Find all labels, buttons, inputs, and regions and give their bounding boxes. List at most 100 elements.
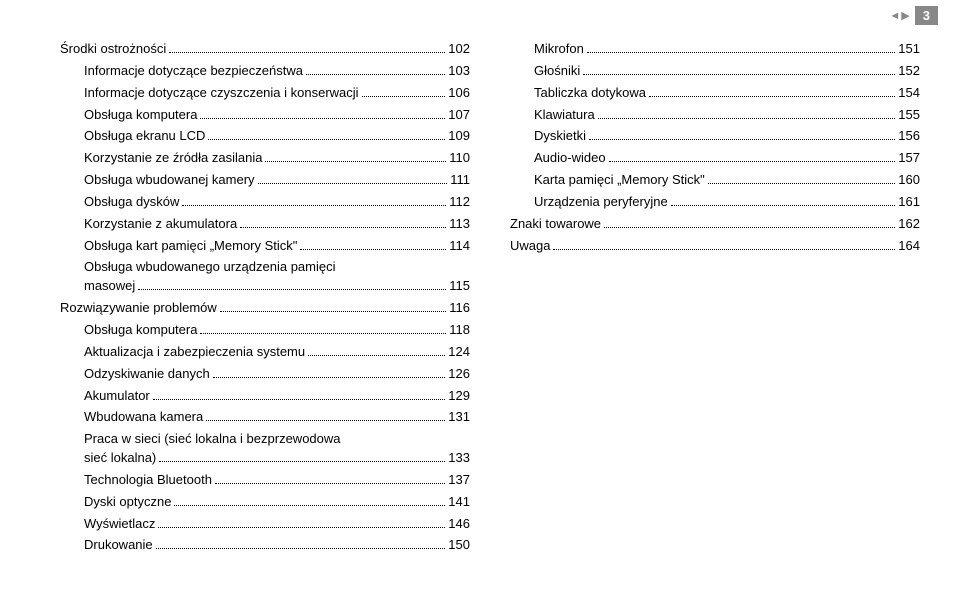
- toc-entry-label: Wyświetlacz: [84, 515, 155, 534]
- toc-dots: [169, 52, 445, 53]
- toc-entry: Środki ostrożności102: [60, 40, 470, 59]
- toc-dots: [200, 333, 446, 334]
- toc-entry-label: Praca w sieci (sieć lokalna i bezprzewod…: [60, 430, 470, 449]
- toc-entry-label: Mikrofon: [534, 40, 584, 59]
- toc-entry: Znaki towarowe162: [510, 215, 920, 234]
- toc-dots: [583, 74, 895, 75]
- toc-dots: [258, 183, 448, 184]
- toc-entry-label: Obsługa dysków: [84, 193, 179, 212]
- toc-dots: [598, 118, 896, 119]
- toc-entry: Technologia Bluetooth 137: [60, 471, 470, 490]
- toc-entry: Głośniki152: [510, 62, 920, 81]
- toc-entry: Aktualizacja i zabezpieczenia systemu 124: [60, 343, 470, 362]
- toc-entry: Urządzenia peryferyjne161: [510, 193, 920, 212]
- toc-left-column: Środki ostrożności102 Informacje dotycząc…: [60, 40, 470, 558]
- toc-dots: [306, 74, 445, 75]
- toc-entry-label: sieć lokalna): [84, 449, 156, 468]
- toc-entry: Audio-wideo157: [510, 149, 920, 168]
- toc-dots: [153, 399, 446, 400]
- toc-entry-label: Klawiatura: [534, 106, 595, 125]
- toc-entry-page: 129: [448, 387, 470, 406]
- toc-entry-page: 110: [449, 149, 470, 168]
- toc-entry-label: Aktualizacja i zabezpieczenia systemu: [84, 343, 305, 362]
- toc-entry-page: 137: [448, 471, 470, 490]
- toc-entry-label: Uwaga: [510, 237, 550, 256]
- toc-entry: Klawiatura 155: [510, 106, 920, 125]
- toc-entry-page: 164: [898, 237, 920, 256]
- toc-dots: [671, 205, 896, 206]
- toc-entry-page: 112: [449, 193, 470, 212]
- toc-entry-label: Dyskietki: [534, 127, 586, 146]
- toc-entry-page: 160: [898, 171, 920, 190]
- toc-dots: [206, 420, 445, 421]
- toc-dots: [609, 161, 896, 162]
- toc-entry: Korzystanie z akumulatora113: [60, 215, 470, 234]
- toc-entry-label: Informacje dotyczące czyszczenia i konse…: [84, 84, 359, 103]
- toc-right-column: Mikrofon 151 Głośniki152 Tabliczka dotykowa…: [510, 40, 920, 558]
- toc-entry-label: Technologia Bluetooth: [84, 471, 212, 490]
- toc-entry-page: 114: [449, 237, 470, 256]
- toc-entry-label: Korzystanie ze źródła zasilania: [84, 149, 262, 168]
- toc-dots: [200, 118, 445, 119]
- toc-entry-label: Obsługa wbudowanej kamery: [84, 171, 255, 190]
- toc-entry-label: Karta pamięci „Memory Stick": [534, 171, 705, 190]
- toc-dots: [240, 227, 446, 228]
- toc-entry: Obsługa wbudowanej kamery 111: [60, 171, 470, 190]
- toc-dots: [587, 52, 895, 53]
- toc-entry-page: 106: [448, 84, 470, 103]
- toc-entry-label: Informacje dotyczące bezpieczeństwa: [84, 62, 303, 81]
- toc-entry-page: 111: [450, 171, 470, 190]
- toc-entry-page: 113: [449, 215, 470, 234]
- toc-entry-page: 118: [449, 321, 470, 340]
- toc-entry-label: Obsługa wbudowanego urządzenia pamięci: [60, 258, 470, 277]
- toc-dots: [362, 96, 446, 97]
- toc-entry: Uwaga 164: [510, 237, 920, 256]
- toc-entry: Karta pamięci „Memory Stick" 160: [510, 171, 920, 190]
- toc-dots: [308, 355, 445, 356]
- toc-entry-page: 103: [448, 62, 470, 81]
- toc-entry-page: 157: [898, 149, 920, 168]
- toc-dots: [158, 527, 445, 528]
- toc-entry-label: Rozwiązywanie problemów: [60, 299, 217, 318]
- toc-entry-label: Wbudowana kamera: [84, 408, 203, 427]
- toc-entry: masowej115: [60, 277, 470, 296]
- toc-dots: [174, 505, 445, 506]
- toc-dots: [708, 183, 896, 184]
- toc-entry-label: Odzyskiwanie danych: [84, 365, 210, 384]
- toc-dots: [300, 249, 446, 250]
- toc-entry-page: 146: [448, 515, 470, 534]
- toc-entry: Tabliczka dotykowa154: [510, 84, 920, 103]
- page-number-box: ◄ ▶ 3: [889, 6, 938, 25]
- toc-entry-page: 161: [898, 193, 920, 212]
- toc-entry-page: 133: [448, 449, 470, 468]
- toc-entry-page: 109: [448, 127, 470, 146]
- toc-entry-label: Akumulator: [84, 387, 150, 406]
- toc-entry: Informacje dotyczące bezpieczeństwa 103: [60, 62, 470, 81]
- toc-entry: Obsługa kart pamięci „Memory Stick" 114: [60, 237, 470, 256]
- toc-dots: [553, 249, 895, 250]
- toc-dots: [213, 377, 446, 378]
- toc-entry-label: Obsługa kart pamięci „Memory Stick": [84, 237, 297, 256]
- toc-dots: [589, 139, 895, 140]
- toc-entry-label: Środki ostrożności: [60, 40, 166, 59]
- page-number: 3: [915, 6, 938, 25]
- toc-entry-page: 155: [898, 106, 920, 125]
- toc-entry: Dyskietki156: [510, 127, 920, 146]
- toc-entry-page: 115: [449, 277, 470, 296]
- toc-entry-label: Znaki towarowe: [510, 215, 601, 234]
- toc-entry: Wbudowana kamera131: [60, 408, 470, 427]
- page-nav-arrows: ◄ ▶: [889, 9, 908, 22]
- toc-content: Środki ostrożności102 Informacje dotycząc…: [60, 40, 920, 558]
- toc-entry: sieć lokalna) 133: [60, 449, 470, 468]
- toc-entry: Wyświetlacz 146: [60, 515, 470, 534]
- toc-entry-label: Obsługa komputera: [84, 321, 197, 340]
- toc-entry: Dyski optyczne141: [60, 493, 470, 512]
- toc-dots: [604, 227, 895, 228]
- toc-entry: Drukowanie150: [60, 536, 470, 555]
- toc-entry: Odzyskiwanie danych126: [60, 365, 470, 384]
- toc-entry: Obsługa komputera107: [60, 106, 470, 125]
- toc-entry-page: 151: [898, 40, 920, 59]
- toc-entry: Korzystanie ze źródła zasilania 110: [60, 149, 470, 168]
- toc-entry-page: 124: [448, 343, 470, 362]
- toc-dots: [159, 461, 445, 462]
